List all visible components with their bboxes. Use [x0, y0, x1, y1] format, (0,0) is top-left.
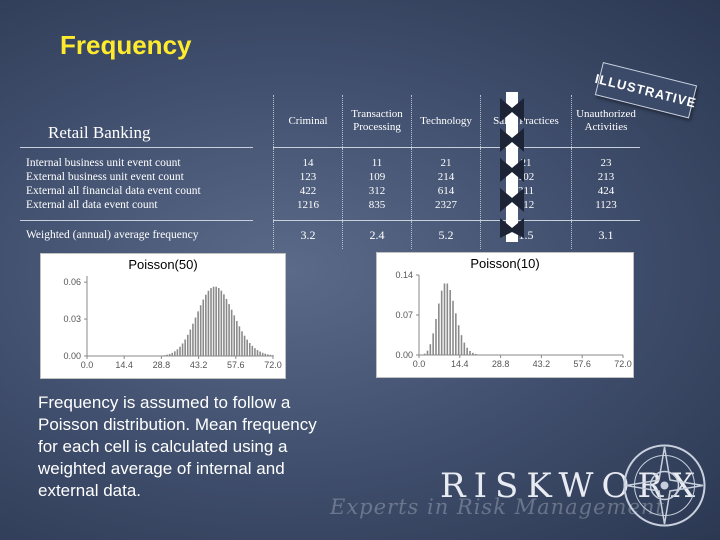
count-value: 109 [368, 171, 386, 183]
count-value: 213 [597, 171, 615, 183]
count-value: 424 [597, 185, 615, 197]
x-tick-label: 57.6 [573, 359, 591, 369]
count-value: 123 [299, 171, 317, 183]
count-value: 102 [517, 171, 535, 183]
poisson-10-plot: 0.0 14.4 28.8 43.2 57.6 72.0 0.00 0.07 0.14 [395, 270, 632, 369]
col-header-sales-practices: Sales Practices [480, 95, 572, 148]
y-tick-label: 0.00 [63, 351, 81, 361]
count-label: External all data event count [26, 199, 158, 211]
x-tick-label: 28.8 [492, 359, 510, 369]
x-tick-label: 0.0 [413, 359, 426, 369]
count-value: 1216 [297, 199, 319, 211]
count-value: 312 [368, 185, 386, 197]
x-tick-label: 72.0 [264, 360, 282, 370]
chart-title: Poisson(10) [470, 256, 540, 271]
avg-value-technology: 5.2 [411, 220, 481, 249]
avg-value-criminal: 3.2 [273, 220, 343, 249]
count-value: 1123 [595, 199, 617, 211]
x-tick-label: 72.0 [614, 359, 632, 369]
row-group-label: Retail Banking [48, 123, 151, 142]
slide-title: Frequency [60, 30, 192, 60]
count-value: 835 [368, 199, 386, 211]
x-tick-label: 43.2 [190, 360, 208, 370]
count-value: 214 [437, 171, 455, 183]
zipper-divider-icon [500, 92, 524, 242]
chart-title: Poisson(50) [128, 257, 198, 272]
poisson-50-chart: Poisson(50) 0.0 14.4 28.8 43.2 57.6 72.0 0.00 0… [40, 253, 286, 379]
poisson-10-chart: Poisson(10) 0.0 14.4 28.8 43.2 57.6 72.0 0.00 0… [376, 252, 634, 378]
x-tick-label: 14.4 [451, 359, 469, 369]
counts-technology: 21 214 614 2327 [411, 147, 481, 221]
counts-unauthorized-activities: 23 213 424 1123 [571, 147, 640, 221]
y-tick-label: 0.03 [63, 314, 81, 324]
counts-criminal: 14 123 422 1216 [273, 147, 343, 221]
col-header-criminal: Criminal [273, 95, 343, 148]
y-tick-label: 0.14 [395, 270, 413, 280]
count-value: 14 [302, 157, 314, 169]
caption-text: Frequency is assumed to follow a Poisson… [38, 393, 317, 500]
y-tick-label: 0.07 [395, 310, 413, 320]
count-value: 2327 [435, 199, 457, 211]
x-tick-label: 43.2 [533, 359, 551, 369]
avg-value-sales-practices: 1.5 [480, 220, 572, 249]
col-header-technology: Technology [411, 95, 481, 148]
y-tick-label: 0.06 [63, 277, 81, 287]
x-tick-label: 0.0 [81, 360, 94, 370]
poisson-50-plot: 0.0 14.4 28.8 43.2 57.6 72.0 0.00 0.03 0.06 [63, 276, 282, 370]
count-label: External business unit event count [26, 171, 184, 183]
count-value: 23 [600, 157, 612, 169]
counts-sales-practices: 21 102 211 612 [480, 147, 572, 221]
col-header-unauthorized-activities: Unauthorized Activities [571, 95, 640, 148]
count-value: 614 [437, 185, 455, 197]
count-label: External all financial data event count [26, 185, 201, 197]
frequency-table: Retail Banking Criminal Transaction Proc… [20, 95, 640, 249]
count-value: 21 [440, 157, 452, 169]
count-label: Internal business unit event count [26, 157, 181, 169]
count-value: 21 [520, 157, 532, 169]
x-tick-label: 28.8 [153, 360, 171, 370]
count-value: 422 [299, 185, 317, 197]
avg-value-unauthorized-activities: 3.1 [571, 220, 640, 249]
col-header-transaction-processing: Transaction Processing [342, 95, 412, 148]
count-value: 211 [517, 185, 535, 197]
brand-logo-text: RISKWORX [440, 466, 704, 506]
compass-emblem-icon [623, 444, 706, 527]
counts-transaction-processing: 11 109 312 835 [342, 147, 412, 221]
count-labels: Internal business unit event count Exter… [20, 147, 253, 221]
x-tick-label: 57.6 [227, 360, 245, 370]
count-value: 11 [371, 157, 383, 169]
x-tick-label: 14.4 [115, 360, 133, 370]
count-value: 612 [517, 199, 535, 211]
tagline: Experts in Risk Management [330, 495, 665, 519]
y-tick-label: 0.00 [395, 350, 413, 360]
avg-label: Weighted (annual) average frequency [26, 229, 199, 241]
avg-value-transaction-processing: 2.4 [342, 220, 412, 249]
